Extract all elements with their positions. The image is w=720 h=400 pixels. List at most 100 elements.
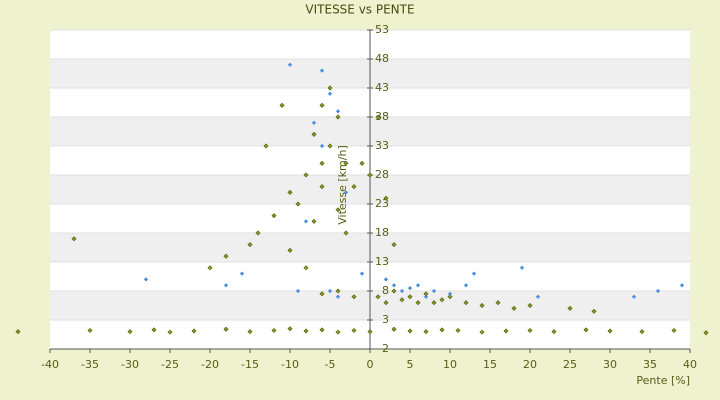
data-point [343,230,349,236]
data-point [319,327,325,333]
data-point [351,184,357,190]
x-tick-label: 35 [643,358,657,371]
data-point [311,131,317,137]
chart-title: VITESSE vs PENTE [305,3,414,17]
data-point [639,329,645,335]
data-point [327,143,333,149]
data-point [479,329,485,335]
y-tick-label: 13 [375,255,389,268]
y-tick-label: 33 [375,139,389,152]
data-point [191,328,197,334]
data-point [287,189,293,195]
x-tick-label: -35 [81,358,99,371]
y-axis-label: Vitesse [km/h] [336,145,349,225]
data-point [303,265,309,271]
data-point [143,277,149,282]
data-point [287,326,293,332]
data-point [151,327,157,333]
data-point [511,305,517,311]
data-point [335,288,341,294]
data-point [247,329,253,335]
data-point [471,271,477,276]
y-tick-label: 28 [375,168,389,181]
x-tick-label: 10 [443,358,457,371]
data-point [439,327,445,333]
data-point [383,277,389,282]
data-point [399,288,405,294]
x-tick-label: -25 [161,358,179,371]
data-point [383,195,389,201]
x-tick-label: 25 [563,358,577,371]
data-point [295,288,301,294]
data-point [359,160,365,166]
y-tick-label: 18 [375,226,389,239]
data-point [583,327,589,333]
data-point [463,300,469,306]
data-point [271,327,277,333]
data-point [415,283,421,288]
data-point [407,328,413,334]
x-tick-label: -20 [201,358,219,371]
data-point [343,190,349,195]
data-point [263,143,269,149]
data-point [407,294,413,300]
x-tick-label: 30 [603,358,617,371]
y-tick-label: 43 [375,81,389,94]
data-point [335,294,341,299]
data-point [255,230,261,236]
data-point [423,329,429,335]
data-point [455,327,461,333]
data-point [527,303,533,308]
data-point [367,172,373,178]
data-point [303,172,309,178]
data-point [415,300,421,306]
data-point [239,271,245,276]
data-point [223,326,229,332]
data-point [327,85,333,91]
data-point [287,247,293,253]
data-point [247,242,253,248]
data-point [655,288,661,294]
data-point [431,300,437,306]
data-point [335,207,341,213]
data-point [15,329,21,335]
x-tick-label: 40 [683,358,697,371]
data-point [327,288,333,294]
data-point [207,265,213,271]
y-tick-label: 23 [375,197,389,210]
data-point [447,291,453,297]
x-tick-label: -10 [281,358,299,371]
data-point [311,218,317,224]
data-point [567,305,573,311]
data-point [319,291,325,297]
data-point [527,327,533,333]
data-point [503,328,509,334]
data-point [335,329,341,335]
data-point [359,271,365,276]
data-point [375,114,381,120]
y-tick-label: 3 [382,313,389,326]
data-point [631,294,637,299]
data-point [407,285,413,291]
data-point [271,213,277,219]
data-point [551,329,557,335]
x-tick-label: -15 [241,358,259,371]
x-tick-label: 5 [407,358,414,371]
data-point [423,294,429,299]
data-point [351,294,357,300]
data-point [391,242,397,248]
data-point [295,201,301,207]
data-point [167,329,173,335]
data-point [431,288,437,294]
data-point [223,283,229,288]
data-point [351,327,357,333]
data-point [391,288,397,294]
x-tick-label: -40 [41,358,59,371]
data-point [519,265,525,270]
y-tick-label: 53 [375,23,389,36]
data-point [447,294,453,300]
data-point [463,283,469,288]
data-point [127,329,133,335]
data-point [319,160,325,166]
